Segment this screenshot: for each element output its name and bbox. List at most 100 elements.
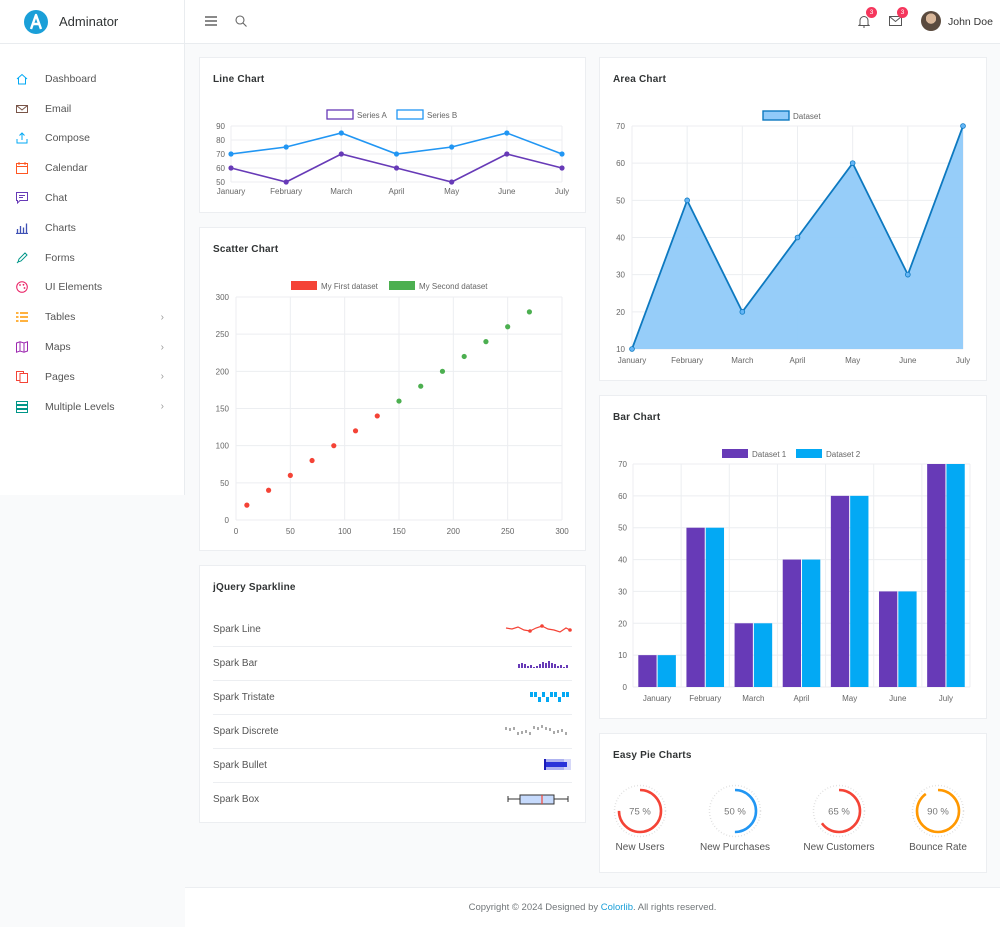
footer-suffix: . All rights reserved. (632, 902, 717, 913)
avatar[interactable] (921, 11, 941, 31)
y-tick-label: 70 (618, 460, 627, 469)
bar (705, 527, 725, 687)
bar (898, 591, 917, 687)
data-point (559, 151, 565, 157)
bar (638, 655, 657, 687)
app-name: Adminator (59, 14, 119, 29)
notifications-button[interactable]: 3 (856, 7, 877, 29)
sidebar-item-dashboard[interactable]: Dashboard (0, 64, 184, 94)
data-point (504, 151, 510, 157)
brand[interactable]: Adminator (0, 0, 184, 44)
y-tick-label: 40 (616, 234, 625, 243)
sidebar-item-multiple-levels[interactable]: Multiple Levels › (0, 392, 184, 422)
sidebar-item-label: Pages (45, 370, 75, 383)
x-tick-label: June (889, 694, 907, 703)
y-tick-label: 60 (616, 159, 625, 168)
data-point (393, 165, 400, 171)
menu-toggle-button[interactable] (203, 13, 219, 29)
spark-box-graphic (507, 794, 569, 805)
x-tick-label: February (689, 694, 721, 703)
x-tick-label: March (330, 187, 352, 196)
bar-chart-card: Bar Chart 0 10 20 30 40 50 60 70 January February… (599, 395, 987, 719)
sidebar-item-compose[interactable]: Compose (0, 124, 184, 154)
sparkline-label: Spark Line (213, 624, 261, 635)
x-tick-label: 200 (447, 527, 461, 536)
data-point (228, 165, 234, 171)
sparkline-label: Spark Tristate (213, 692, 275, 703)
sidebar-item-email[interactable]: Email (0, 94, 184, 124)
sidebar-item-label: UI Elements (45, 281, 103, 294)
colorlib-link[interactable]: Colorlib (600, 902, 633, 913)
sidebar-item-forms[interactable]: Forms (0, 243, 184, 273)
x-tick-label: February (270, 187, 302, 196)
data-point (338, 151, 344, 157)
y-tick-label: 0 (225, 516, 230, 525)
pie-arc (816, 788, 862, 834)
notifications-badge: 3 (866, 7, 877, 18)
x-tick-label: 300 (555, 527, 569, 536)
chevron-right-icon: › (160, 401, 164, 413)
legend-label: My First dataset (321, 282, 379, 291)
legend-label: My Second dataset (419, 282, 488, 291)
bar (802, 559, 821, 687)
data-point (374, 413, 380, 419)
top-header: 3 3 John Doe (185, 0, 1000, 44)
sidebar-item-maps[interactable]: Maps › (0, 332, 184, 362)
spark-line-graphic (505, 624, 572, 633)
search-icon (235, 15, 247, 27)
sparkline-row: Spark Box (213, 783, 572, 817)
x-tick-label: May (444, 187, 459, 196)
pie-value: 90 % (927, 807, 949, 818)
y-tick-label: 70 (216, 150, 225, 159)
sidebar-item-ui-elements[interactable]: UI Elements (0, 273, 184, 303)
chevron-right-icon: › (160, 341, 164, 353)
x-tick-label: February (671, 356, 703, 365)
bar (734, 623, 753, 687)
sidebar-item-label: Multiple Levels (45, 400, 115, 413)
y-tick-label: 10 (616, 345, 625, 354)
sidebar-item-label: Calendar (45, 162, 88, 175)
bar-chart: 0 10 20 30 40 50 60 70 January February March April… (618, 449, 971, 703)
data-point (449, 144, 455, 150)
x-tick-label: July (956, 356, 970, 365)
data-point (283, 144, 289, 150)
data-point (309, 457, 315, 464)
search-button[interactable] (233, 13, 249, 29)
x-tick-label: March (742, 694, 764, 703)
sidebar: Adminator Dashboard Email Compose Calend… (0, 0, 185, 495)
data-point (338, 130, 344, 136)
sidebar-item-label: Charts (45, 221, 76, 234)
pie-value: 50 % (724, 807, 746, 818)
files-icon (16, 370, 28, 383)
y-tick-label: 20 (618, 619, 627, 628)
x-tick-label: January (643, 694, 671, 703)
y-tick-label: 50 (616, 196, 625, 205)
card-title: Line Chart (213, 74, 265, 85)
pie-value: 65 % (828, 807, 850, 818)
bar (927, 464, 946, 687)
data-point (505, 324, 511, 330)
sidebar-item-pages[interactable]: Pages › (0, 362, 184, 392)
sidebar-item-calendar[interactable]: Calendar (0, 153, 184, 183)
sidebar-item-label: Forms (45, 251, 75, 264)
mail-icon (16, 103, 28, 115)
spark-bullet-graphic (544, 759, 571, 770)
y-tick-label: 80 (216, 136, 225, 145)
messages-button[interactable]: 3 (887, 7, 908, 29)
legend-swatch (796, 449, 822, 458)
bar (879, 591, 898, 687)
y-tick-label: 60 (216, 164, 225, 173)
pie-scale (708, 784, 762, 838)
legend-label: Series A (357, 111, 387, 120)
data-point (629, 346, 635, 352)
sidebar-item-tables[interactable]: Tables › (0, 302, 184, 332)
easy-pie-charts: 75 % 50 % 65 % 90 % (613, 784, 965, 838)
y-tick-label: 150 (216, 405, 230, 414)
calendar-icon (16, 162, 28, 175)
bar (657, 655, 676, 687)
sidebar-item-charts[interactable]: Charts (0, 213, 184, 243)
sidebar-item-chat[interactable]: Chat (0, 183, 184, 213)
user-name[interactable]: John Doe (948, 16, 993, 28)
sparkline-row: Spark Discrete (213, 715, 572, 749)
sparkline-card: jQuery Sparkline Spark Line Spark Bar Sp… (199, 565, 586, 823)
